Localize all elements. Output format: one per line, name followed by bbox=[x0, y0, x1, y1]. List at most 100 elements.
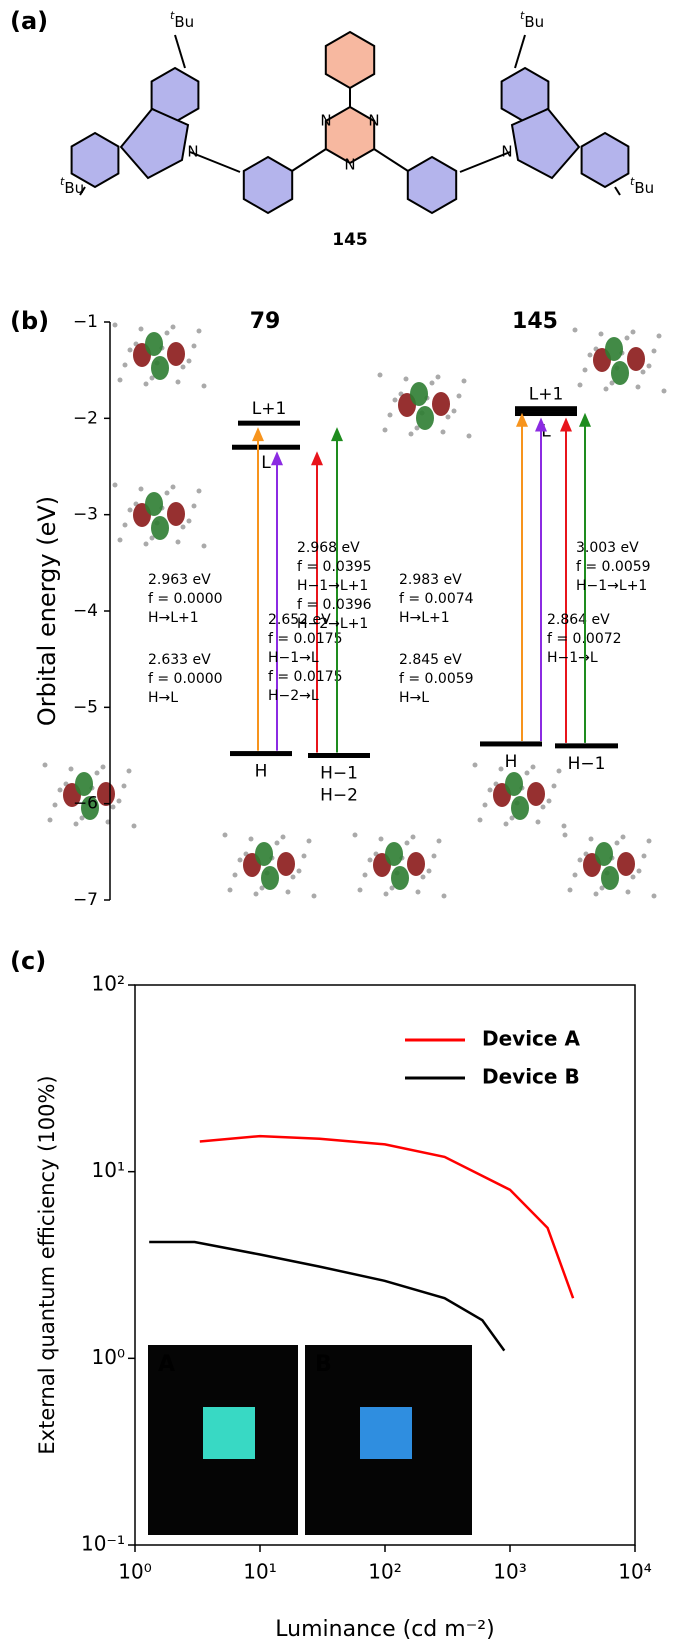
atom-dot bbox=[482, 802, 488, 808]
ring bbox=[70, 131, 120, 189]
atom-dot bbox=[415, 889, 421, 895]
atom-dot bbox=[232, 872, 238, 878]
ring bbox=[324, 105, 376, 165]
atom-dot bbox=[630, 874, 636, 880]
transition-label: f = 0.0175 bbox=[268, 631, 343, 647]
atom-label: N bbox=[368, 112, 379, 130]
atom-dot bbox=[598, 331, 604, 337]
level-label: H−1 bbox=[320, 764, 358, 784]
atom-dot bbox=[530, 764, 536, 770]
orbital-lobe bbox=[151, 356, 169, 380]
orbital-lobe bbox=[410, 382, 428, 406]
atom-dot bbox=[641, 853, 647, 859]
level-label: H bbox=[505, 752, 518, 772]
bond bbox=[514, 34, 526, 69]
transition-label: H−1→L bbox=[547, 650, 598, 666]
level-label: L bbox=[261, 453, 271, 473]
y-tick-label: 10² bbox=[92, 972, 125, 996]
atom-dot bbox=[57, 787, 63, 793]
transition-label: 2.963 eV bbox=[148, 572, 211, 588]
transition-label: H→L bbox=[399, 690, 429, 706]
atom-dot bbox=[389, 885, 395, 891]
atom-dot bbox=[540, 804, 546, 810]
ring bbox=[510, 107, 581, 180]
emission-square bbox=[360, 1407, 412, 1459]
x-tick-label: 10¹ bbox=[243, 1560, 276, 1584]
inset-label: B bbox=[315, 1352, 332, 1377]
energy-level bbox=[308, 753, 370, 758]
atom-dot bbox=[280, 834, 286, 840]
orbital-lobe bbox=[277, 852, 295, 876]
atom-dot bbox=[435, 374, 441, 380]
atom-dot bbox=[127, 347, 133, 353]
orbital-lobe bbox=[167, 342, 185, 366]
atom-dot bbox=[100, 764, 106, 770]
substituent-text: Bu bbox=[524, 13, 544, 31]
orbital-lobe bbox=[511, 796, 529, 820]
y-tick-label: 10⁻¹ bbox=[81, 1532, 125, 1556]
atom-dot bbox=[191, 503, 197, 509]
atom-dot bbox=[117, 377, 123, 383]
transition-label: 2.845 eV bbox=[399, 652, 462, 668]
atom-dot bbox=[472, 762, 478, 768]
atom-dot bbox=[274, 840, 280, 846]
atom-dot bbox=[149, 375, 155, 381]
transition-label: f = 0.0175 bbox=[268, 669, 343, 685]
atom-dot bbox=[661, 388, 667, 394]
atom-dot bbox=[466, 433, 472, 439]
y-axis-label: Orbital energy (eV) bbox=[33, 496, 61, 726]
orbital-lobe bbox=[75, 772, 93, 796]
transition-label: H−1→L bbox=[268, 650, 319, 666]
atom-dot bbox=[116, 798, 122, 804]
y-tick-label: 10¹ bbox=[92, 1158, 125, 1182]
panel-label: (b) bbox=[10, 307, 49, 335]
atom-dot bbox=[290, 874, 296, 880]
x-tick-label: 10⁴ bbox=[618, 1560, 651, 1584]
orbital-lobe bbox=[385, 842, 403, 866]
atom-dot bbox=[456, 393, 462, 399]
superscript: t bbox=[170, 9, 175, 22]
transition-label: 3.003 eV bbox=[576, 540, 639, 556]
atom-dot bbox=[614, 840, 620, 846]
atom-dot bbox=[599, 885, 605, 891]
orbital-lobe bbox=[407, 852, 425, 876]
atom-dot bbox=[227, 887, 233, 893]
atom-dot bbox=[382, 427, 388, 433]
legend-label: Device A bbox=[482, 1027, 580, 1051]
atom-dot bbox=[110, 804, 116, 810]
energy-level bbox=[555, 743, 618, 749]
atom-dot bbox=[311, 893, 317, 899]
orbital-lobe bbox=[391, 866, 409, 890]
legend-label: Device B bbox=[482, 1065, 580, 1089]
substituent-text: Bu bbox=[174, 13, 194, 31]
atom-dot bbox=[383, 891, 389, 897]
atom-dot bbox=[440, 429, 446, 435]
atom-dot bbox=[175, 539, 181, 545]
bond bbox=[189, 151, 241, 173]
x-axis-label: Luminance (cd m⁻²) bbox=[275, 1617, 494, 1642]
orbital-lobe bbox=[627, 347, 645, 371]
level-label: H−1 bbox=[568, 754, 606, 774]
arrow-head bbox=[311, 451, 323, 466]
atom-dot bbox=[572, 327, 578, 333]
atom-dot bbox=[122, 362, 128, 368]
atom-dot bbox=[122, 522, 128, 528]
arrow-head bbox=[560, 417, 572, 432]
transition-label: f = 0.0059 bbox=[576, 559, 651, 575]
atom-dot bbox=[420, 874, 426, 880]
y-tick-label: −7 bbox=[73, 890, 98, 910]
atom-dot bbox=[408, 431, 414, 437]
atom-dot bbox=[362, 872, 368, 878]
panel-label: (c) bbox=[10, 947, 46, 975]
level-label: H bbox=[255, 762, 268, 782]
arrow-head bbox=[579, 412, 591, 427]
atom-dot bbox=[248, 836, 254, 842]
level-label: L+1 bbox=[529, 385, 564, 405]
orbital-lobe bbox=[505, 772, 523, 796]
atom-dot bbox=[593, 891, 599, 897]
transition-label: 2.633 eV bbox=[148, 652, 211, 668]
y-tick-label: −6 bbox=[73, 794, 98, 814]
atom-dot bbox=[117, 537, 123, 543]
series-line bbox=[149, 1240, 506, 1352]
